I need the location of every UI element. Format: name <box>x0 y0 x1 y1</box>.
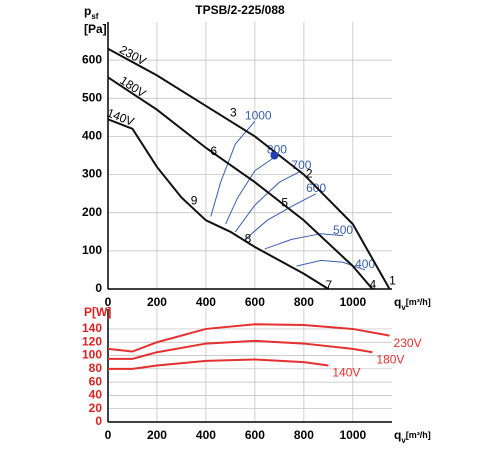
operating-point <box>270 151 279 160</box>
contour-line <box>210 120 256 217</box>
x-axis-label-part: v <box>401 436 406 445</box>
contour-line <box>225 155 278 225</box>
point-label: 4 <box>370 277 377 291</box>
y-tick-label: 500 <box>82 90 102 104</box>
x-tick-label: 1000 <box>339 428 366 442</box>
x-axis-label: qv[m³/h] <box>394 295 431 311</box>
y-tick-label: 40 <box>89 388 103 402</box>
series-label: 140V <box>105 106 136 129</box>
y-tick-label: 100 <box>82 243 102 257</box>
point-label: 2 <box>306 167 313 181</box>
y-tick-label: 120 <box>82 334 102 348</box>
y-axis-label-part: sf <box>91 12 98 21</box>
x-tick-label: 200 <box>147 295 167 309</box>
x-tick-label: 0 <box>105 428 112 442</box>
y-tick-label: 100 <box>82 348 102 362</box>
y-tick-label: 400 <box>82 129 102 143</box>
point-label: 5 <box>281 195 288 209</box>
point-label: 7 <box>325 278 332 292</box>
y-tick-label: 60 <box>89 374 103 388</box>
x-tick-label: 400 <box>196 295 216 309</box>
x-tick-label: 600 <box>245 295 265 309</box>
x-axis-label-part: q <box>394 295 401 309</box>
point-label: 8 <box>245 232 252 246</box>
y-tick-label: 80 <box>89 361 103 375</box>
x-tick-label: 800 <box>294 295 314 309</box>
curve <box>108 358 329 370</box>
contour-label: 400 <box>355 257 375 271</box>
curve <box>107 76 374 290</box>
series-label: 180V <box>376 352 404 366</box>
contour-line <box>244 193 317 240</box>
contour-line <box>234 170 302 233</box>
curve <box>107 118 329 290</box>
x-tick-label: 0 <box>105 295 112 309</box>
x-axis-label-part: [m³/h] <box>406 430 431 440</box>
curve <box>108 339 373 360</box>
x-axis-label: qv[m³/h] <box>394 428 431 444</box>
point-label: 1 <box>389 274 396 288</box>
chart-title: TPSB/2-225/088 <box>195 3 285 17</box>
x-tick-label: 800 <box>294 428 314 442</box>
series-label: 230V <box>394 336 422 350</box>
y-axis-label-part: p <box>84 4 91 18</box>
y-axis-label: P[W] <box>84 305 111 319</box>
y-tick-label: 300 <box>82 167 102 181</box>
contour-label: 500 <box>333 223 353 237</box>
x-tick-label: 1000 <box>339 295 366 309</box>
x-tick-label: 200 <box>147 428 167 442</box>
y-tick-label: 600 <box>82 52 102 66</box>
contour-line <box>264 233 344 250</box>
point-label: 9 <box>191 193 198 207</box>
x-axis-label-part: v <box>401 303 406 312</box>
contour-label: 1000 <box>245 108 272 122</box>
x-axis-label-part: [m³/h] <box>406 297 431 307</box>
series-label: 140V <box>332 366 360 380</box>
y-tick-label: 140 <box>82 321 102 335</box>
curve <box>107 47 391 290</box>
y-tick-label: 20 <box>89 401 103 415</box>
y-tick-label: 0 <box>95 281 102 295</box>
point-label: 3 <box>230 106 237 120</box>
x-tick-label: 600 <box>245 428 265 442</box>
point-label: 6 <box>210 144 217 158</box>
y-tick-label: 0 <box>95 414 102 428</box>
y-axis-unit: [Pa] <box>84 22 107 36</box>
y-axis-label: psf <box>84 4 99 20</box>
series-label: 230V <box>117 42 148 68</box>
series-label: 180V <box>117 73 148 100</box>
x-axis-label-part: q <box>394 428 401 442</box>
curve <box>107 323 390 353</box>
y-tick-label: 200 <box>82 205 102 219</box>
x-tick-label: 400 <box>196 428 216 442</box>
